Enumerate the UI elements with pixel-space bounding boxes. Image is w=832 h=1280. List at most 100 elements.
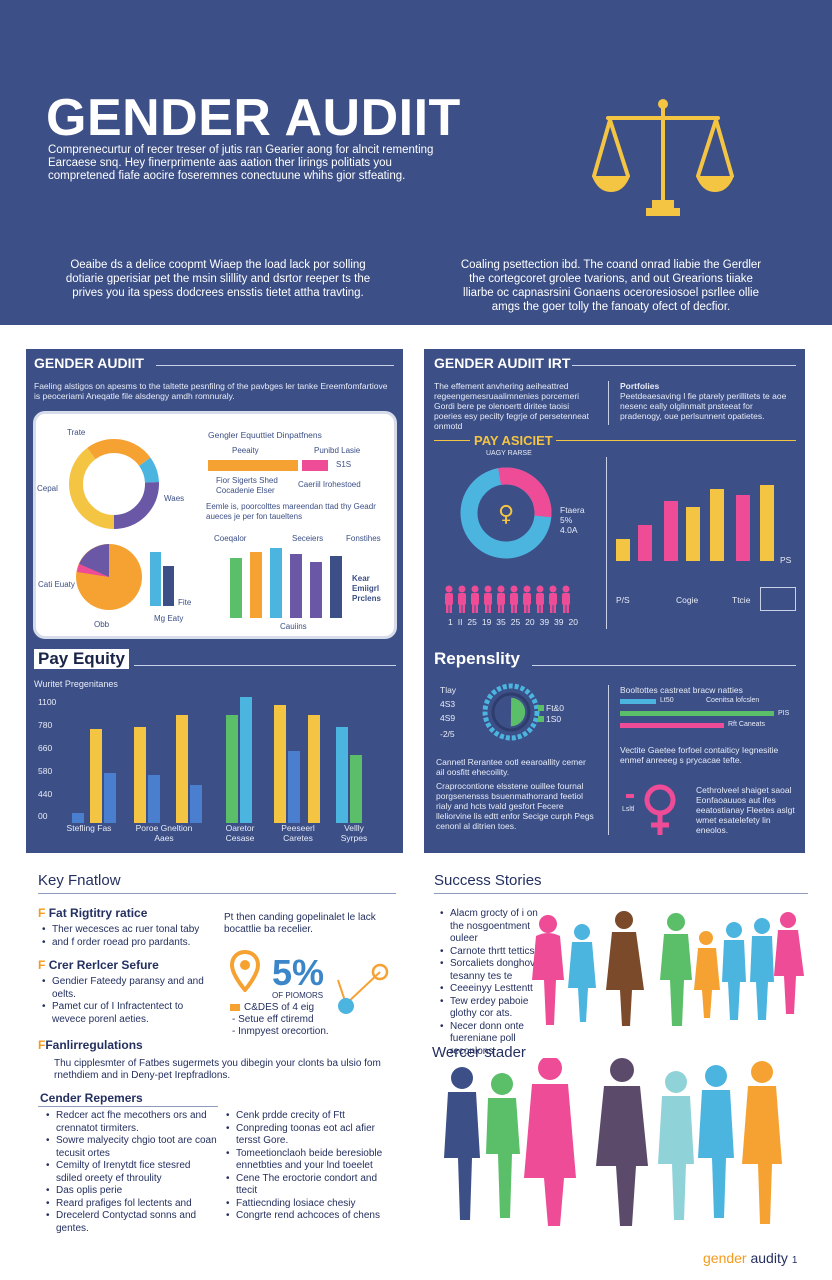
pay-bar (288, 751, 300, 823)
pie-label-bottom: Obb (94, 620, 110, 629)
bar-label: Cogie (676, 595, 699, 605)
pay-bar (274, 705, 286, 823)
list-item: Alacm grocty of i on the nosgoentment ou… (440, 908, 540, 946)
mini-bar (302, 460, 328, 471)
bar (250, 552, 262, 618)
pay-bar (226, 715, 238, 823)
success-subtitle: Wercer stader (432, 1044, 526, 1061)
people-silhouettes-illustration (532, 911, 804, 1026)
bar (310, 562, 322, 618)
ring-legend: 1S0 (546, 714, 562, 724)
pct-item: - Inmpyest orecortion. (232, 1026, 329, 1037)
list-item: Ceeeinyy Lesttentt (440, 983, 540, 996)
bar-label: P/S (616, 595, 630, 605)
bars-title: Booltottes castreat bracw natties (620, 685, 743, 695)
x-label: Peeseerl Caretes (281, 823, 315, 843)
key-sub-4: Cender Repemers (40, 1091, 143, 1105)
repensitity-text: Craprocontione elsstene ouillee fournal … (436, 781, 594, 831)
pie-label-left: Cati Euaty (38, 580, 75, 589)
repensitity-title: Repenslity (434, 649, 520, 668)
assist-bar (736, 495, 750, 561)
success-title: Success Stories (434, 872, 542, 889)
key-aside: Pt then canding gopelinalet le lack boca… (224, 912, 376, 935)
divider (38, 893, 396, 894)
y-tick: 00 (38, 811, 48, 821)
assist-bar (686, 507, 700, 561)
donut-chart (69, 439, 159, 529)
list-item: Das oplis perie (46, 1185, 218, 1198)
key-sub-1-list: Ther wecesces ac ruer tonal taby and f o… (42, 924, 222, 949)
pay-bar (134, 727, 146, 823)
bar-legend-item: Fonstihes (346, 534, 381, 543)
list-item: Fattiecnding losiace chesiy (226, 1198, 398, 1211)
list-item: Pamet cur of I Infractentect to wevece p… (42, 1001, 218, 1026)
ring-label: Tlay (440, 685, 457, 695)
donut-label: 4.0A (560, 525, 578, 535)
panel-title: GENDER AUDIIT (34, 355, 144, 371)
key-sub-1: F Fat Rigtitry ratice (38, 906, 148, 920)
ring-label: -2/5 (440, 729, 455, 739)
assist-bar (710, 489, 724, 561)
key-title: Key Fnatlow (38, 872, 121, 889)
donut-label: 5% (560, 515, 573, 525)
small-bar (163, 566, 174, 606)
key-line: Fior Sigerts Shed (216, 476, 278, 485)
panel-description: Faeling alstigos on apesms to the taltet… (34, 381, 388, 401)
page-number: 1 (791, 1255, 798, 1266)
y-tick: 580 (38, 766, 53, 776)
gender-audit-irt-panel: GENDER AUDIIT IRT The effement anvhering… (424, 349, 805, 853)
bar (270, 548, 282, 618)
percent-caption: OF PIOMORS (272, 991, 324, 1000)
ring-chart (482, 683, 540, 741)
hero-banner: GENDER AUDIIT Comprenecurtur of recer tr… (0, 0, 832, 325)
bar-label: Ttcie (732, 595, 751, 605)
h-bar (620, 711, 774, 716)
pct-item: C&DES of 4 eig (244, 1002, 315, 1013)
list-item: Cemilty of Irenytdt fice stesred sdiled … (46, 1160, 218, 1185)
divider (572, 365, 796, 366)
pay-bar (190, 785, 202, 823)
list-item: Cene The eroctorie condort and ttecit (226, 1173, 398, 1198)
key-sub-2: F Crer Rerlcer Sefure (38, 958, 159, 972)
y-tick: 1100 (38, 697, 57, 707)
list-item: Gendier Fateedy paransy and and oelts. (42, 976, 218, 1001)
list-item: Congrte rend achcoces of chens (226, 1210, 398, 1223)
mini-label: Peeaity (232, 446, 259, 455)
pay-bar (308, 715, 320, 823)
venus-label: Lsltl (622, 806, 635, 813)
pay-equity-chart: 1100 780 660 580 440 00 Stefling Fas Por… (26, 689, 403, 853)
list-item: Reard prafiges fol lectents and (46, 1198, 218, 1211)
key-sub-3-text: Thu cipplesmter of Fatbes sugermets you … (54, 1058, 381, 1081)
footer-brand: gender audity 1 (703, 1250, 798, 1266)
small-bar-label: Fite (178, 598, 192, 607)
list-item: Ther wecesces ac ruer tonal taby (42, 924, 222, 937)
list-item: and f order roead pro pardants. (42, 937, 222, 950)
portfolios-title: Portfolies (620, 381, 660, 391)
gender-audit-panel: GENDER AUDIIT Faeling alstigos on apesms… (26, 349, 403, 853)
assist-bar (664, 501, 678, 561)
list-item: Sorcaliets donghov tesanny tes te (440, 958, 540, 983)
people-ticks: 1 II 25 19 35 25 20 39 39 20 (448, 617, 578, 627)
hero-description: Comprenecurtur of recer treser of jutis … (48, 144, 434, 182)
bar-side-label: PS (780, 555, 792, 565)
pay-bar (350, 755, 362, 823)
bar-side-label: Kear Emiigrl Prclens (352, 574, 381, 603)
card-note: Eemle is, poorcolttes mareendan ttad thy… (206, 502, 376, 521)
mini-legend-box (760, 587, 796, 611)
donut-label-right: Waes (164, 494, 185, 503)
donut-label-top: Trate (67, 428, 86, 437)
list-item: Redcer act fhe mecothers ors and crennat… (46, 1110, 218, 1135)
small-bar-label: Mg Eaty (154, 614, 184, 623)
bar (330, 556, 342, 618)
list-item: Cenk prdde crecity of Ftt (226, 1110, 398, 1123)
list-item: Conpreding toonas eot acl afier tersst G… (226, 1123, 398, 1148)
key-sub-2-list: Gendier Fateedy paransy and and oelts. P… (42, 976, 218, 1026)
bar-bottom-label: Cauiins (280, 622, 307, 631)
key-line: Cocadenie Elser (216, 486, 275, 495)
x-label: Stefling Fas (66, 823, 112, 833)
stats-card: Trate Cepal Waes Cati Euaty Obb Fite Mg … (33, 411, 397, 639)
pay-assist-title: PAY ASICIET (474, 433, 553, 448)
pay-bar (336, 727, 348, 823)
list-item: Tomeetionclaoh beide beresioble ennetbti… (226, 1148, 398, 1173)
bar-legend-item: Seceiers (292, 534, 324, 543)
